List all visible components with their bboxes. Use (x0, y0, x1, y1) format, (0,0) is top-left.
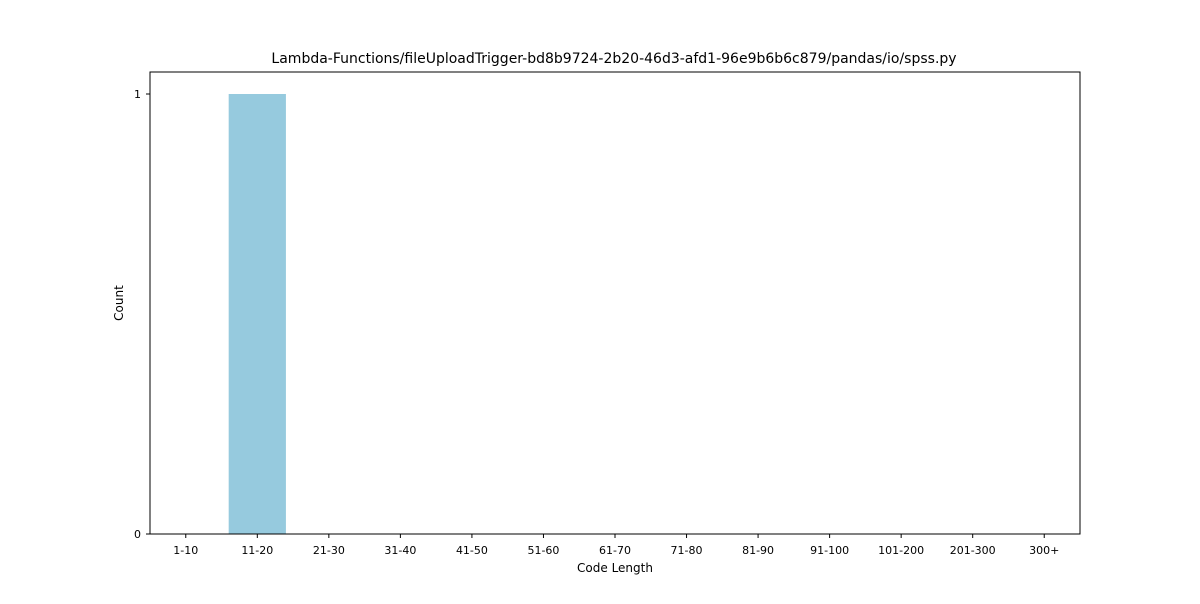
x-tick-label: 51-60 (527, 544, 559, 557)
x-tick-label: 91-100 (810, 544, 849, 557)
y-tick-label: 1 (134, 88, 141, 101)
x-tick-label: 11-20 (241, 544, 273, 557)
x-axis-ticks: 1-10 11-20 21-30 31-40 41-50 51-60 61-70 71-80 8… (173, 534, 1059, 557)
x-tick-label: 1-10 (173, 544, 198, 557)
x-axis-label: Code Length (577, 561, 653, 575)
chart-title: Lambda-Functions/fileUploadTrigger-bd8b9… (271, 51, 956, 67)
x-tick-label: 21-30 (313, 544, 345, 557)
x-tick-label: 81-90 (742, 544, 774, 557)
y-axis-ticks: 01 (134, 88, 150, 541)
x-tick-label: 71-80 (671, 544, 703, 557)
plot-frame (149, 71, 1081, 535)
bars-layer (228, 94, 286, 534)
x-tick-label: 61-70 (599, 544, 631, 557)
bar-11-20 (228, 94, 286, 534)
y-tick-label: 0 (134, 528, 141, 541)
y-axis-label: Count (112, 285, 126, 321)
x-tick-label: 31-40 (384, 544, 416, 557)
x-tick-label: 201-300 (950, 544, 996, 557)
x-tick-label: 41-50 (456, 544, 488, 557)
x-tick-label: 300+ (1029, 544, 1059, 557)
x-tick-label: 101-200 (878, 544, 924, 557)
